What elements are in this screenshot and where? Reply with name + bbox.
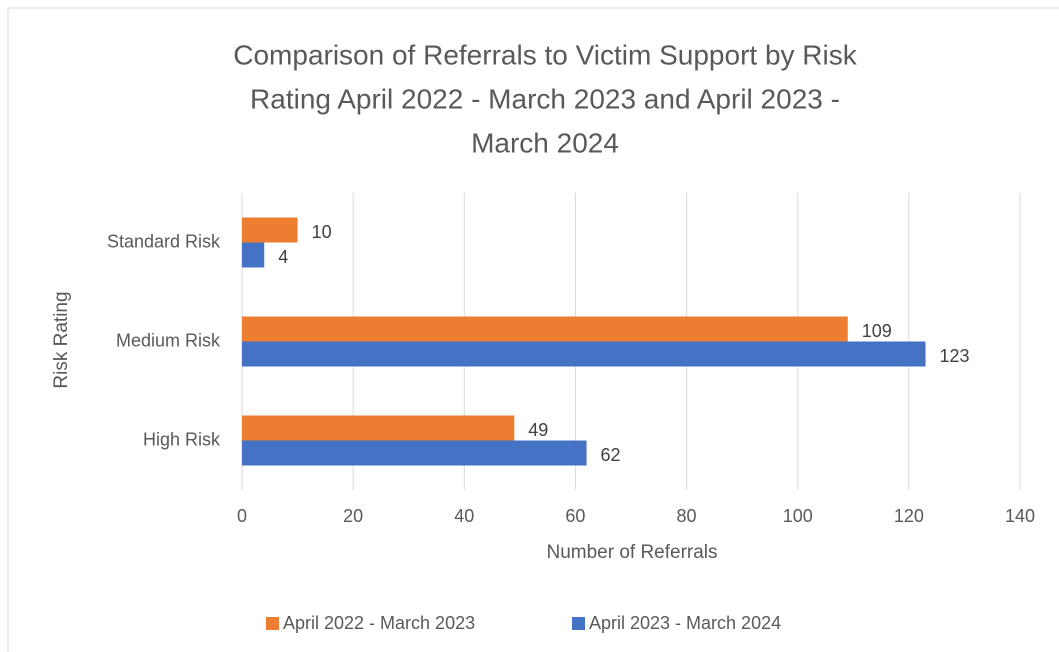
bar <box>242 242 265 268</box>
x-axis-label: Number of Referrals <box>546 542 717 563</box>
data-label: 62 <box>601 445 621 465</box>
legend-swatch <box>572 617 585 630</box>
bar <box>242 316 848 342</box>
chart-title: Rating April 2022 - March 2023 and April… <box>250 83 840 114</box>
data-label: 109 <box>862 321 892 341</box>
chart-title: March 2024 <box>471 127 619 158</box>
bar <box>242 440 587 466</box>
bar <box>242 217 298 243</box>
y-axis-label: Risk Rating <box>51 291 72 388</box>
legend-label: April 2022 - March 2023 <box>283 613 475 633</box>
x-tick-label: 0 <box>237 506 247 526</box>
chart-title: Comparison of Referrals to Victim Suppor… <box>233 39 857 70</box>
x-tick-label: 40 <box>454 506 474 526</box>
x-tick-label: 100 <box>783 506 813 526</box>
y-tick-label: Medium Risk <box>116 330 221 350</box>
data-label: 4 <box>278 247 288 267</box>
bar <box>242 415 515 441</box>
y-tick-label: Standard Risk <box>107 231 221 251</box>
data-label: 123 <box>940 346 970 366</box>
data-label: 10 <box>312 222 332 242</box>
x-tick-label: 20 <box>343 506 363 526</box>
y-tick-label: High Risk <box>143 429 221 449</box>
x-tick-label: 60 <box>565 506 585 526</box>
x-tick-label: 120 <box>894 506 924 526</box>
legend-swatch <box>266 617 279 630</box>
x-tick-label: 80 <box>677 506 697 526</box>
bar <box>242 341 926 367</box>
data-label: 49 <box>528 420 548 440</box>
legend-label: April 2023 - March 2024 <box>589 613 781 633</box>
x-tick-label: 140 <box>1005 506 1035 526</box>
